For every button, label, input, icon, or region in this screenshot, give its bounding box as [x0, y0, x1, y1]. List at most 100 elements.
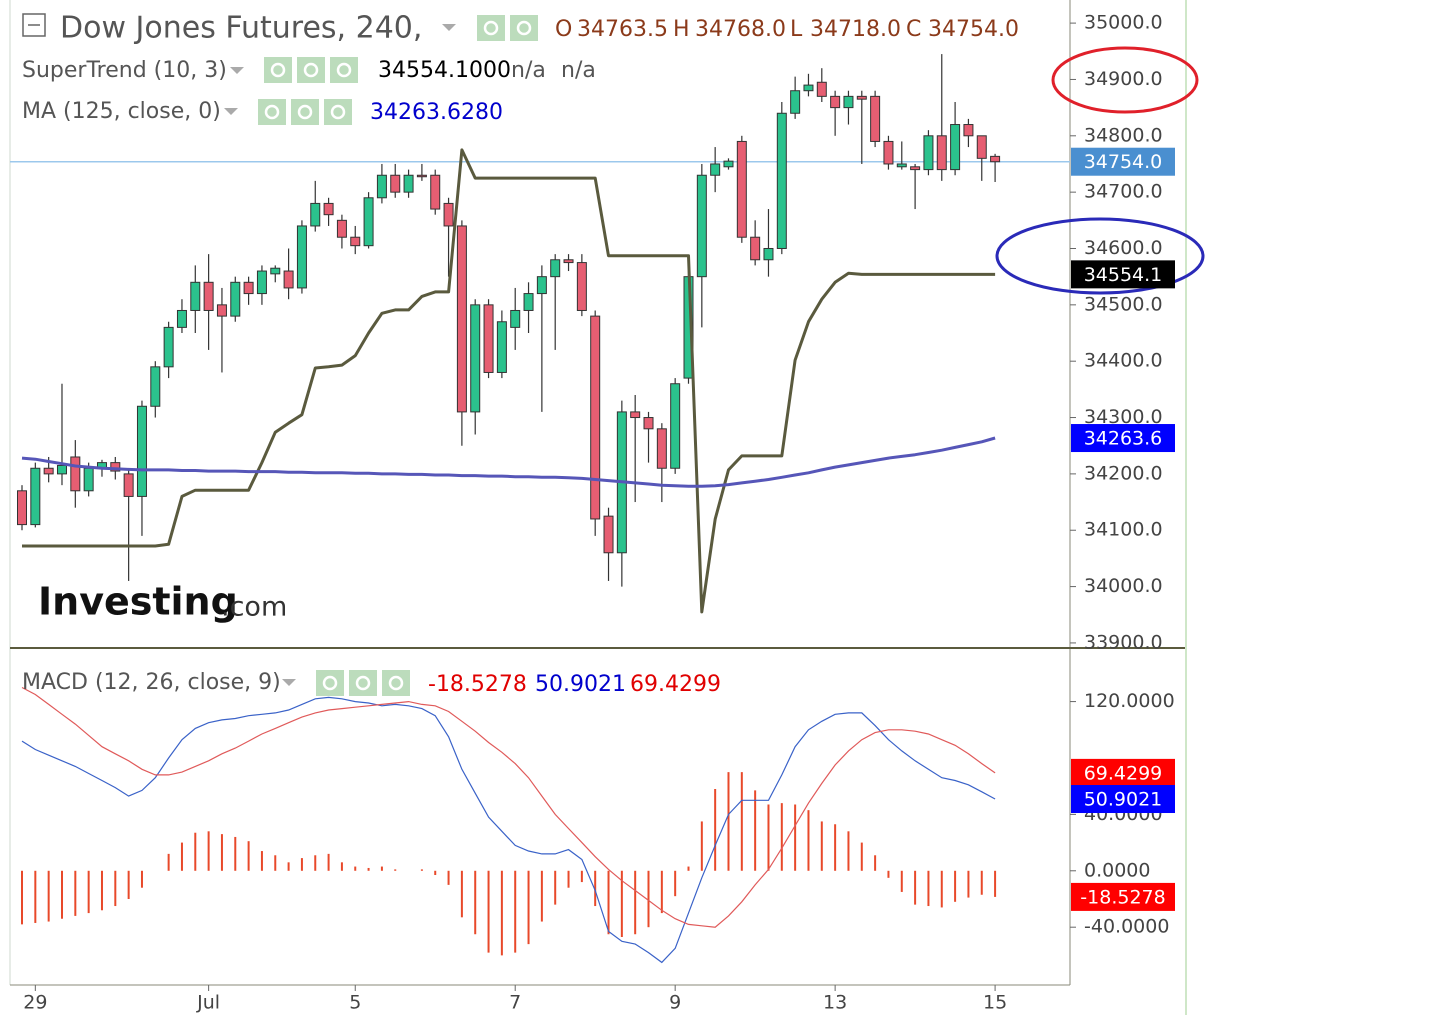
icon-button[interactable]	[264, 57, 292, 83]
chart-title: Dow Jones Futures, 240,	[60, 11, 422, 46]
candle-body	[83, 467, 94, 492]
icon-button[interactable]	[349, 670, 377, 696]
candle-body	[363, 197, 374, 247]
indicator-line	[21, 436, 996, 488]
candle-body	[856, 95, 867, 100]
candle-body	[910, 166, 921, 171]
y-tick-label: 0.0000	[1084, 859, 1150, 881]
price-tag-label: -18.5278	[1080, 886, 1165, 908]
y-tick-label: 120.0000	[1084, 690, 1175, 712]
icon-button[interactable]	[324, 99, 352, 125]
icon-button[interactable]	[291, 99, 319, 125]
candle-body	[176, 309, 187, 328]
y-tick-label: 34600.0	[1084, 237, 1163, 259]
icon-button[interactable]	[330, 57, 358, 83]
price-tag	[1071, 260, 1175, 289]
y-tick-label: 34800.0	[1084, 124, 1163, 146]
candle-body	[496, 321, 507, 373]
y-tick-label: 34300.0	[1084, 406, 1163, 428]
price-tag	[1071, 147, 1175, 176]
candle-body	[630, 411, 641, 419]
candle-body	[790, 90, 801, 114]
y-tick-label: 34400.0	[1084, 350, 1163, 372]
candle-body	[376, 174, 387, 199]
candle-body	[310, 202, 321, 227]
dropdown-arrow[interactable]	[230, 67, 244, 74]
dropdown-arrow[interactable]	[224, 108, 238, 115]
candle-body	[243, 281, 254, 295]
candle-body	[136, 405, 147, 497]
candle-body	[470, 304, 481, 413]
candle-body	[17, 490, 27, 526]
indicator-name: SuperTrend (10, 3)	[22, 58, 227, 83]
x-tick-label: Jul	[196, 992, 220, 1014]
collapse-icon[interactable]	[22, 13, 46, 37]
x-tick-label: 5	[349, 992, 361, 1014]
icon-button[interactable]	[477, 15, 505, 41]
candle-body	[670, 383, 681, 469]
candle-body	[30, 467, 41, 526]
candle-body	[643, 417, 654, 430]
candle-body	[723, 160, 734, 168]
candle-body	[403, 174, 414, 193]
indicator-value: n/a	[511, 58, 546, 83]
y-tick-label: 34900.0	[1084, 68, 1163, 90]
icon-glyph	[336, 62, 352, 78]
candle-body	[56, 464, 67, 475]
candle-body	[283, 270, 294, 289]
candle-body	[590, 315, 601, 520]
price-tag	[1071, 785, 1175, 814]
icon-button[interactable]	[316, 670, 344, 696]
candle-body	[230, 281, 241, 317]
icon-glyph	[483, 20, 499, 36]
indicator-name: MACD (12, 26, close, 9)	[22, 670, 281, 695]
annotation-circle	[995, 217, 1205, 295]
y-tick-label: 34200.0	[1084, 462, 1163, 484]
y-tick-label: 34000.0	[1084, 575, 1163, 597]
indicator-line	[22, 148, 996, 614]
candle-body	[710, 163, 721, 176]
candle-body	[70, 456, 81, 492]
ohlc-name: H	[673, 17, 690, 42]
y-tick-label: 33900.0	[1084, 631, 1163, 653]
ohlc-name: L	[790, 17, 803, 42]
watermark: Investing	[38, 580, 238, 624]
candle-body	[123, 473, 134, 497]
price-tag	[1071, 758, 1175, 787]
icon-button[interactable]	[297, 57, 325, 83]
ohlc-value: 34763.5	[577, 17, 668, 42]
icon-button[interactable]	[258, 99, 286, 125]
ohlc-value: 34768.0	[695, 17, 786, 42]
ohlc-name: C	[906, 17, 921, 42]
x-tick-label: 9	[669, 992, 681, 1014]
icon-glyph	[330, 104, 346, 120]
candle-body	[350, 236, 361, 247]
candle-body	[896, 163, 907, 168]
indicator-value: n/a	[561, 58, 596, 83]
candle-body	[190, 281, 201, 311]
icon-button[interactable]	[382, 670, 410, 696]
macd-line	[21, 686, 996, 928]
x-tick-label: 13	[823, 992, 847, 1014]
icon-glyph	[516, 20, 532, 36]
candle-body	[270, 267, 281, 275]
candle-body	[336, 219, 347, 238]
dropdown-arrow[interactable]	[282, 679, 296, 686]
icon-button[interactable]	[510, 15, 538, 41]
dropdown-arrow[interactable]	[442, 24, 456, 31]
indicator-value: 69.4299	[630, 672, 721, 697]
overlay: Investing .com Dow Jones Futures, 240, O…	[22, 11, 1205, 911]
watermark-suffix: .com	[221, 592, 287, 623]
candle-body	[803, 84, 814, 92]
candle-body	[203, 281, 214, 311]
y-tick-label: 34100.0	[1084, 519, 1163, 541]
annotation-circle	[1051, 46, 1199, 114]
candle-body	[110, 462, 121, 472]
candle-body	[576, 262, 587, 311]
candle-body	[763, 247, 774, 261]
icon-glyph	[270, 62, 286, 78]
price-tag-label: 69.4299	[1084, 762, 1163, 784]
indicator-name: MA (125, close, 0)	[22, 99, 221, 124]
candle-body	[430, 174, 441, 210]
